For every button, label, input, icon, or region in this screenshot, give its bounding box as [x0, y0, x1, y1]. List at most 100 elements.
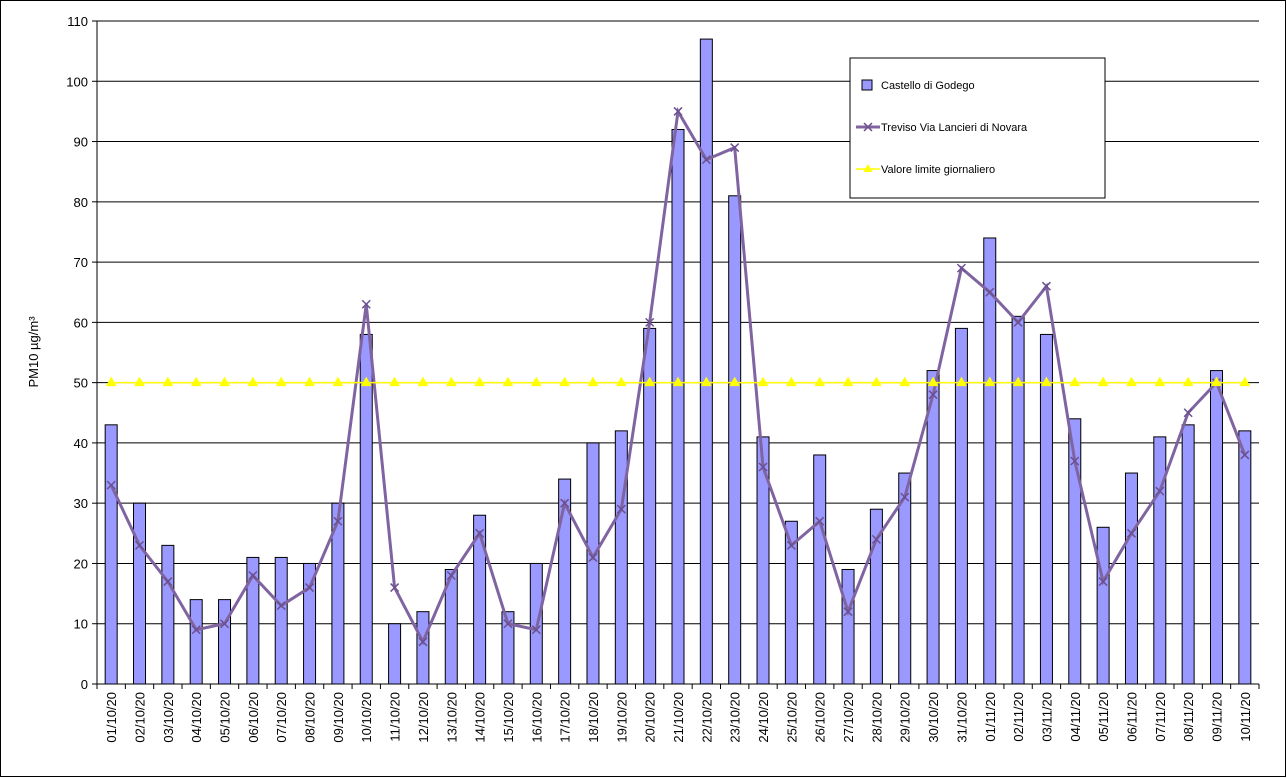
x-tick-label: 01/11/20: [983, 692, 998, 742]
bar: [983, 237, 997, 685]
line-marker: [530, 376, 542, 387]
bar: [501, 611, 515, 685]
line-marker: [1182, 376, 1194, 387]
line-marker: [1154, 376, 1166, 387]
line-marker: [1239, 376, 1251, 387]
y-tick-label: 60: [74, 315, 88, 330]
line-marker: [1183, 408, 1193, 418]
line-marker: [645, 317, 655, 327]
bar: [728, 195, 742, 685]
line-marker: [587, 376, 599, 387]
x-tick-label: 03/11/20: [1039, 692, 1054, 742]
line-marker: [985, 287, 995, 297]
bar: [756, 436, 770, 685]
bar: [558, 478, 572, 685]
x-tick-label: 06/10/20: [246, 692, 261, 743]
line-marker: [900, 492, 910, 502]
y-tick-label: 100: [66, 74, 88, 89]
line-marker: [673, 106, 683, 116]
line-marker: [814, 376, 826, 387]
line-marker: [134, 540, 145, 550]
line-marker: [361, 299, 371, 309]
bar: [359, 333, 373, 685]
x-tick-label: 29/10/20: [898, 692, 913, 743]
bar: [671, 128, 685, 685]
line-marker: [162, 376, 174, 387]
line-marker: [700, 376, 712, 387]
bar: [218, 599, 232, 685]
line-marker: [531, 625, 541, 635]
line-marker: [106, 480, 116, 490]
line-marker: [190, 376, 202, 387]
line-marker: [1069, 376, 1081, 387]
line-marker: [644, 376, 656, 387]
line-marker: [475, 528, 485, 538]
line-marker: [276, 601, 286, 611]
line-marker: [332, 376, 344, 387]
y-tick-label: 30: [74, 496, 88, 511]
x-tick-label: 09/11/20: [1209, 692, 1224, 742]
x-tick-label: 19/10/20: [614, 692, 629, 743]
line-marker: [559, 376, 570, 387]
line-marker: [815, 516, 825, 526]
line-marker: [1097, 376, 1109, 387]
line-marker: [928, 390, 938, 400]
bar: [473, 514, 487, 685]
bar: [898, 472, 912, 685]
line-marker: [1041, 376, 1052, 387]
line-marker: [1240, 450, 1250, 460]
line-marker: [275, 376, 287, 387]
bar: [274, 556, 288, 685]
bar: [586, 442, 600, 685]
line-marker: [701, 155, 711, 165]
line-marker: [220, 619, 230, 629]
line-marker: [729, 376, 741, 387]
bar: [1096, 526, 1110, 685]
legend-marker: [863, 122, 873, 132]
line-marker: [304, 376, 315, 387]
y-tick-label: 40: [74, 436, 88, 451]
line-marker: [1126, 528, 1136, 538]
y-tick-label: 0: [81, 677, 88, 692]
x-tick-label: 06/11/20: [1124, 692, 1139, 742]
line-marker: [758, 462, 768, 472]
bar: [161, 544, 175, 685]
line-marker: [757, 376, 769, 387]
x-tick-label: 11/10/20: [388, 692, 403, 742]
line-marker: [134, 376, 145, 387]
x-tick-label: 08/11/20: [1181, 692, 1196, 742]
line-marker: [1126, 376, 1137, 387]
x-tick-label: 30/10/20: [926, 692, 941, 743]
line-marker: [389, 376, 400, 387]
line-marker: [956, 263, 966, 273]
line-marker: [1013, 317, 1023, 327]
x-tick-label: 25/10/20: [784, 692, 799, 743]
x-tick-label: 10/11/20: [1238, 692, 1253, 742]
line-marker: [1155, 486, 1165, 496]
line-marker: [786, 376, 797, 387]
legend-label: Castello di Godego: [881, 80, 975, 92]
y-tick-label: 90: [74, 135, 88, 150]
line-marker: [984, 376, 996, 387]
line-marker: [1098, 577, 1108, 587]
bar: [1124, 472, 1138, 685]
line-marker: [956, 376, 967, 387]
line-marker: [1041, 281, 1051, 291]
line-marker: [502, 376, 514, 387]
legend-swatch: [861, 79, 873, 91]
x-tick-label: 18/10/20: [586, 692, 601, 743]
x-tick-label: 24/10/20: [756, 692, 771, 743]
x-tick-label: 15/10/20: [501, 692, 516, 743]
x-tick-label: 02/10/20: [133, 692, 148, 743]
bar: [1209, 370, 1223, 685]
line-marker: [899, 376, 911, 387]
x-tick-label: 28/10/20: [869, 692, 884, 743]
line-marker: [105, 376, 117, 387]
x-tick-label: 16/10/20: [529, 692, 544, 743]
x-tick-label: 04/11/20: [1068, 692, 1083, 742]
line-marker: [927, 376, 939, 387]
legend-marker: [863, 164, 873, 172]
x-tick-label: 07/11/20: [1153, 692, 1168, 742]
bar: [303, 562, 317, 685]
